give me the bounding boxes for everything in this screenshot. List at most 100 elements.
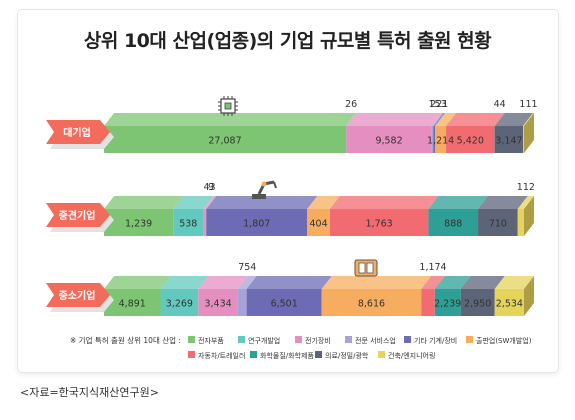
value-label-0-9: 111 [519, 99, 537, 110]
bar-segment-2-4 [246, 289, 322, 316]
bar-top-0-2 [346, 113, 442, 126]
category-label-text-2: 중소기업 [59, 289, 96, 302]
battery-icon-cell [358, 262, 366, 274]
value-label-0-1: 26 [345, 99, 357, 110]
value-label-0-6: 5,420 [457, 136, 484, 147]
bar-top-2-6 [421, 276, 445, 289]
legend-swatch-2 [295, 336, 302, 343]
bar-segment-0-5 [435, 126, 447, 153]
bar-end-1 [524, 196, 534, 236]
robot-arm-joint [261, 181, 267, 187]
value-label-2-7: 2,239 [434, 299, 461, 310]
value-label-2-4: 6,501 [271, 299, 298, 310]
bar-end-0 [524, 113, 534, 153]
legend-label-1: 연구개발업 [248, 336, 280, 345]
category-label-0 [46, 120, 110, 144]
bar-top-2-9 [494, 276, 534, 289]
bar-top-2-8 [460, 276, 505, 289]
legend-swatch-4 [404, 336, 411, 343]
bar-segment-0-8 [494, 126, 524, 153]
bar-top-2-7 [434, 276, 471, 289]
category-label-2 [46, 283, 110, 307]
battery-icon [354, 259, 378, 277]
value-label-1-8: 710 [489, 219, 507, 230]
value-label-0-0: 27,087 [208, 136, 241, 147]
bar-top-0-5 [435, 113, 457, 126]
value-label-2-9: 2,534 [496, 299, 523, 310]
value-label-0-7: 44 [494, 99, 506, 110]
value-label-2-1: 3,269 [166, 299, 193, 310]
value-label-1-7: 888 [444, 219, 462, 230]
value-label-1-5: 404 [309, 219, 327, 230]
battery-icon-body [354, 259, 378, 277]
robot-arm-grip [273, 181, 277, 189]
category-label-text-1: 중견기업 [59, 209, 96, 222]
value-label-1-3: 9 [208, 182, 214, 193]
chart-title: 상위 10대 산업(업종)의 기업 규모별 특허 출원 현황 [83, 30, 492, 52]
value-label-1-0: 1,239 [125, 219, 152, 230]
legend-label-3: 전문 서비스업 [355, 336, 396, 345]
bar-top-0-1 [346, 113, 357, 126]
bar-top-2-0 [104, 276, 171, 289]
legend-swatch-1 [238, 336, 245, 343]
legend-swatch-3 [345, 336, 352, 343]
legend-label-4: 기타 기계/장비 [414, 336, 457, 345]
bar-top-1-1 [173, 196, 214, 209]
bar-top-1-0 [104, 196, 184, 209]
bar-top-2-5 [321, 276, 432, 289]
bar-segment-1-3 [205, 209, 207, 236]
bar-top-0-6 [446, 113, 505, 126]
bar-segment-0-0 [104, 126, 347, 153]
bar-top-1-2 [203, 196, 216, 209]
bar-segment-2-2 [198, 289, 238, 316]
bar-top-2-4 [246, 276, 332, 289]
bar-segment-2-1 [160, 289, 199, 316]
robot-arm-base [252, 194, 266, 199]
chip-icon-core [224, 102, 232, 110]
bar-top-0-8 [494, 113, 534, 126]
bar-top-2-3 [237, 276, 257, 289]
bar-segment-1-5 [307, 209, 330, 236]
legend-label-9: 건축/엔지니어링 [388, 351, 435, 360]
bar-segment-1-0 [104, 209, 174, 236]
value-label-1-1: 538 [179, 219, 197, 230]
value-label-0-8: 3,147 [495, 136, 522, 147]
bar-top-0-9 [523, 113, 534, 126]
bar-segment-0-6 [446, 126, 495, 153]
value-label-2-3: 754 [238, 262, 256, 273]
value-label-1-9: 112 [517, 182, 535, 193]
bar-segment-0-3 [431, 126, 434, 153]
bar-top-0-7 [494, 113, 505, 126]
category-label-text-0: 대기업 [63, 126, 91, 139]
bar-top-1-8 [478, 196, 528, 209]
bar-segment-0-4 [433, 126, 436, 153]
bar-segment-2-9 [494, 289, 524, 316]
bar-top-2-2 [198, 276, 248, 289]
value-label-1-6: 1,763 [366, 219, 393, 230]
bar-segment-2-3 [237, 289, 247, 316]
robot-arm-icon [252, 180, 277, 199]
legend-swatch-0 [188, 336, 195, 343]
value-label-2-6: 1,174 [419, 262, 446, 273]
bar-segment-1-4 [206, 209, 308, 236]
chip-icon [218, 96, 238, 116]
source-note: <자료=한국지식재산연구원> [20, 386, 159, 399]
legend-label-0: 전자부품 [198, 336, 224, 345]
legend-label-5: 출판업(SW개발업) [476, 336, 532, 345]
value-label-2-2: 3,434 [204, 299, 231, 310]
bar-segment-1-8 [478, 209, 518, 236]
legend-swatch-9 [378, 351, 385, 358]
value-label-0-2: 9,582 [375, 136, 402, 147]
bar-segment-2-6 [421, 289, 435, 316]
bar-segment-2-8 [460, 289, 495, 316]
bar-end-2 [524, 276, 534, 316]
bar-segment-0-2 [346, 126, 432, 153]
bar-top-1-3 [205, 196, 217, 209]
value-label-2-5: 8,616 [358, 299, 385, 310]
bar-top-1-9 [517, 196, 534, 209]
bar-segment-2-0 [104, 289, 161, 316]
value-label-0-3: 153 [428, 99, 446, 110]
bar-segment-0-9 [523, 126, 524, 153]
bar-segment-2-5 [321, 289, 422, 316]
